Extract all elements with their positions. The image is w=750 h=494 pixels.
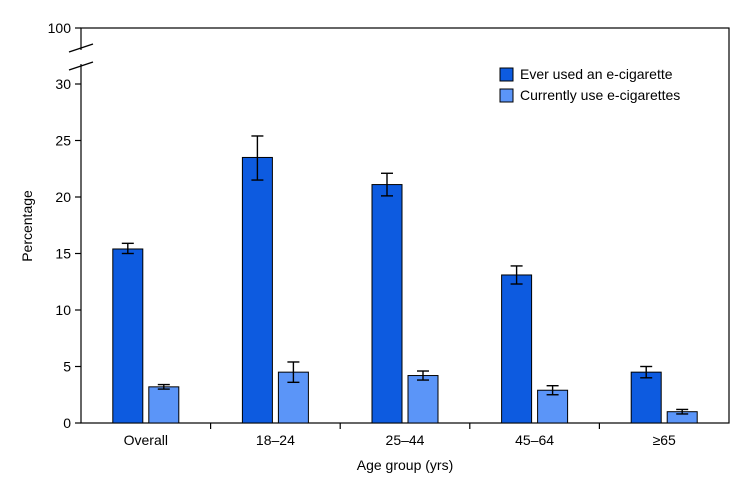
y-tick-label: 30 xyxy=(55,76,71,92)
y-tick-label: 10 xyxy=(55,302,71,318)
y-axis: 0 5 10 15 20 25 30 100 xyxy=(48,20,81,431)
bar xyxy=(407,375,439,424)
legend: Ever used an e-cigarette Currently use e-… xyxy=(499,66,680,103)
x-tick-label: 45–64 xyxy=(515,432,554,448)
axis-break-line xyxy=(68,43,94,53)
y-tick-label: 100 xyxy=(48,20,72,36)
legend-swatch xyxy=(499,88,514,103)
bar xyxy=(371,184,403,424)
y-tick-label: 5 xyxy=(63,359,71,375)
legend-label: Currently use e-cigarettes xyxy=(520,87,680,103)
bar xyxy=(241,156,273,424)
y-tick-label: 0 xyxy=(63,415,71,431)
y-axis-title: Percentage xyxy=(19,190,35,262)
axis-break-line xyxy=(68,61,94,71)
plot-frame xyxy=(80,27,730,424)
bar xyxy=(112,248,144,424)
bar xyxy=(630,371,662,424)
y-tick-label: 15 xyxy=(55,246,71,262)
bar xyxy=(501,274,533,424)
bar xyxy=(148,386,180,424)
axis-break-mark xyxy=(67,43,95,71)
x-tick-label: Overall xyxy=(124,432,168,448)
bar xyxy=(537,389,569,424)
axis-break-gap xyxy=(67,50,95,64)
y-tick-label: 20 xyxy=(55,189,71,205)
legend-swatch xyxy=(499,67,514,82)
x-tick-label: ≥65 xyxy=(653,432,676,448)
error-bars xyxy=(121,135,689,415)
legend-label: Ever used an e-cigarette xyxy=(520,66,673,82)
bars xyxy=(112,156,698,424)
y-tick-label: 25 xyxy=(55,133,71,149)
x-axis: Overall 18–24 25–44 45–64 ≥65 xyxy=(124,423,676,448)
x-axis-title: Age group (yrs) xyxy=(357,457,453,473)
x-tick-label: 18–24 xyxy=(256,432,295,448)
x-tick-label: 25–44 xyxy=(386,432,425,448)
